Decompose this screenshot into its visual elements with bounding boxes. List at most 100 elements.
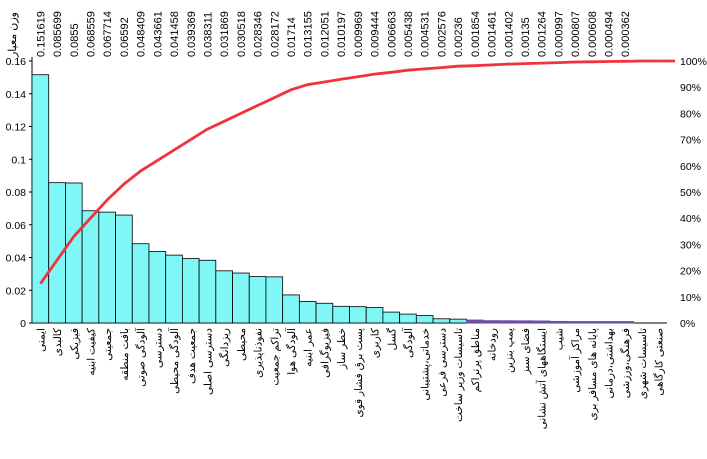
value-label: 0.028346 bbox=[253, 11, 265, 57]
right-tick-label: 30% bbox=[680, 239, 701, 251]
bar bbox=[332, 305, 350, 324]
left-tick-label: 0.16 bbox=[6, 56, 27, 68]
value-label: 0.031869 bbox=[219, 11, 231, 57]
category-label: جمعیت هدف bbox=[186, 328, 198, 384]
right-tick-label: 0% bbox=[680, 318, 695, 330]
bar bbox=[165, 254, 183, 324]
bar bbox=[248, 276, 267, 324]
value-label: 0.002576 bbox=[436, 11, 448, 57]
bar bbox=[131, 243, 150, 324]
value-label: 0.005438 bbox=[403, 11, 415, 57]
bar bbox=[232, 272, 250, 324]
category-label: دسترسی اصلی bbox=[202, 328, 214, 395]
value-label: 0.038311 bbox=[202, 12, 214, 57]
category-label: دسترسی bbox=[152, 328, 164, 368]
bar bbox=[399, 313, 417, 324]
left-tick-label: 0.1 bbox=[11, 154, 26, 166]
bar bbox=[432, 318, 451, 324]
value-label: 0.151619 bbox=[35, 11, 47, 57]
value-label: 0.000608 bbox=[587, 11, 599, 57]
left-tick-label: 0.14 bbox=[6, 89, 27, 101]
bar bbox=[65, 182, 83, 324]
value-label: 0.00135 bbox=[520, 17, 532, 57]
right-tick-label: 60% bbox=[680, 161, 701, 173]
value-label: 0.004531 bbox=[420, 11, 432, 57]
bar bbox=[466, 319, 484, 324]
bar bbox=[449, 318, 467, 324]
bar bbox=[115, 214, 133, 324]
bar bbox=[616, 321, 634, 324]
category-label: مراکز آموزشی bbox=[569, 328, 582, 393]
category-label: فضای سبز bbox=[520, 328, 532, 375]
right-tick-label: 90% bbox=[680, 82, 701, 94]
top-header-label: وزن معیار bbox=[7, 12, 19, 58]
category-label: نفوذناپذیری bbox=[253, 328, 265, 378]
category-label: تاسیسات وزیر ساخت bbox=[453, 328, 465, 422]
value-label: 0.068559 bbox=[85, 11, 97, 57]
category-label: خدماتی،پشتیبانی bbox=[420, 328, 432, 401]
category-label: فیزیکی bbox=[69, 328, 81, 359]
right-tick-label: 80% bbox=[680, 108, 701, 120]
left-tick-label: 0.12 bbox=[6, 122, 27, 134]
value-label: 0.010197 bbox=[336, 11, 348, 57]
value-label: 0.06592 bbox=[119, 17, 131, 57]
value-label: 0.000494 bbox=[604, 11, 616, 57]
value-label: 0.000807 bbox=[570, 11, 582, 57]
bar bbox=[549, 320, 568, 324]
value-label: 0.009969 bbox=[353, 11, 365, 57]
right-tick-label: 100% bbox=[680, 56, 707, 68]
left-tick-label: 0 bbox=[20, 318, 26, 330]
category-label: مناطق پرتراکم bbox=[470, 328, 482, 393]
category-label: شیب bbox=[553, 328, 565, 350]
category-label: آلودگی محیطی bbox=[168, 327, 181, 394]
value-label: 0.013155 bbox=[303, 11, 315, 57]
value-label: 0.006663 bbox=[386, 11, 398, 57]
axes-group: 0 0.02 0.04 0.06 0.08 0.1 0.12 0.14 0.16 0% 10% 20%… bbox=[6, 56, 707, 330]
category-label: فرهنگی،ورزشی bbox=[619, 328, 632, 398]
category-label: فیزیوگرافی bbox=[318, 328, 331, 378]
bar bbox=[365, 307, 384, 324]
category-label: بافت منطقه bbox=[119, 328, 131, 381]
category-label: گسل bbox=[385, 327, 398, 350]
category-label: دسترسی فرعی bbox=[436, 328, 448, 397]
bar bbox=[382, 311, 401, 324]
value-label: 0.041458 bbox=[169, 11, 181, 57]
value-label: 0.0855 bbox=[69, 23, 81, 57]
category-label: کیفیت ابنیه bbox=[85, 327, 97, 376]
category-label: پمپ بنزین bbox=[503, 328, 515, 373]
category-label: بهداشتی،درمانی bbox=[604, 328, 616, 399]
bar bbox=[349, 306, 367, 324]
category-label: کالبدی bbox=[52, 327, 64, 356]
value-label: 0.039369 bbox=[186, 11, 198, 57]
value-label: 0.043661 bbox=[152, 11, 164, 57]
value-label: 0.001264 bbox=[537, 11, 549, 57]
right-tick-label: 70% bbox=[680, 135, 701, 147]
value-label: 0.00236 bbox=[453, 17, 465, 57]
bar bbox=[599, 321, 618, 324]
cumulative-percent-line bbox=[39, 59, 659, 285]
category-label: آلودگی bbox=[402, 327, 415, 358]
bar bbox=[181, 258, 200, 324]
right-tick-label: 20% bbox=[680, 266, 701, 278]
category-label: عمر ابنیه bbox=[303, 328, 315, 367]
bar bbox=[148, 251, 167, 324]
category-label: محیطی bbox=[236, 328, 248, 361]
value-label: 0.01714 bbox=[286, 17, 298, 57]
bar bbox=[31, 74, 50, 324]
value-label: 0.067714 bbox=[102, 11, 114, 57]
bar bbox=[415, 315, 434, 324]
value-label: 0.001402 bbox=[503, 11, 515, 57]
category-label: خطر ساز bbox=[336, 328, 348, 370]
category-label: صنعتی کارگاهی bbox=[653, 328, 666, 396]
right-tick-label: 50% bbox=[680, 187, 701, 199]
bars-group bbox=[31, 74, 634, 324]
left-tick-label: 0.06 bbox=[6, 220, 27, 232]
category-label: پست برق فشار قوی bbox=[353, 328, 365, 418]
bar bbox=[566, 321, 584, 324]
bar bbox=[81, 210, 100, 324]
bar bbox=[282, 294, 300, 324]
value-label: 0.085699 bbox=[52, 11, 64, 57]
value-label: 0.000997 bbox=[553, 11, 565, 57]
bar bbox=[198, 259, 217, 324]
